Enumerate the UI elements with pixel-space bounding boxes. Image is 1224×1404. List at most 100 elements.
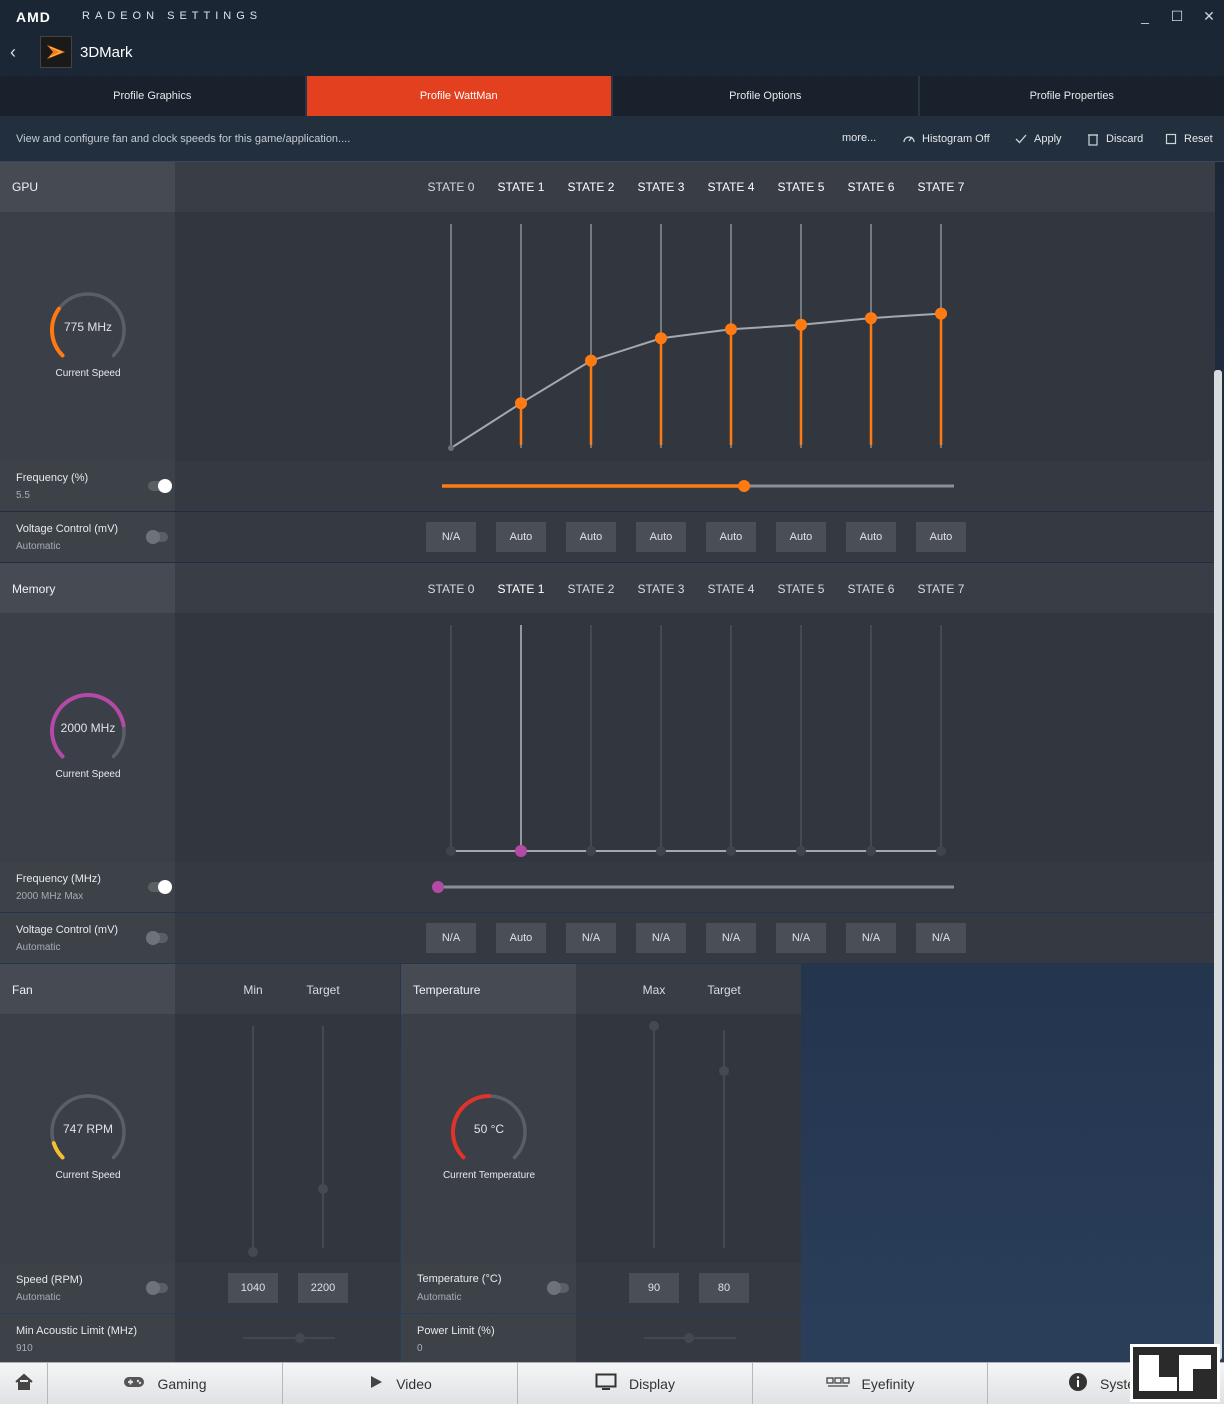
memory-state-0-label: STATE 0: [427, 582, 475, 596]
memory-state-1-label: STATE 1: [497, 582, 545, 596]
memory-voltage-state-3[interactable]: N/A: [636, 923, 686, 953]
nav-home[interactable]: [0, 1363, 48, 1404]
memory-state-7-point: [936, 846, 946, 856]
gpu-state-1-point: [515, 397, 527, 410]
apply-button[interactable]: Apply: [1014, 132, 1062, 146]
memory-voltage-state-2[interactable]: N/A: [566, 923, 616, 953]
fan-sliders-panel: [175, 1014, 400, 1263]
temperature-label: Temperature (°C): [417, 1273, 502, 1285]
memory-frequency-slider[interactable]: [175, 862, 1215, 912]
fan-target-value[interactable]: 2200: [298, 1273, 348, 1303]
fan-target-header: Target: [306, 983, 340, 997]
multi-display-icon: [825, 1375, 850, 1393]
gpu-title: GPU: [12, 180, 39, 194]
memory-state-2-point: [586, 846, 596, 856]
gpu-state-3-point: [655, 332, 667, 345]
watermark-logo: [1130, 1344, 1220, 1402]
fan-speed-toggle[interactable]: [146, 1281, 168, 1295]
amd-logo: AMD: [16, 9, 51, 25]
gpu-frequency-slider[interactable]: [175, 461, 1215, 511]
acoustic-limit-slider[interactable]: [175, 1314, 400, 1362]
gpu-voltage-state-3[interactable]: Auto: [636, 522, 686, 552]
tab-profile-properties[interactable]: Profile Properties: [919, 76, 1224, 116]
memory-curve-chart[interactable]: [175, 613, 1215, 862]
temperature-sub: Automatic: [417, 1292, 462, 1303]
memory-state-3-label: STATE 3: [637, 582, 685, 596]
fan-vertical-sliders[interactable]: [175, 1014, 400, 1263]
gpu-state-7-point: [935, 307, 947, 320]
gpu-voltage-state-2[interactable]: Auto: [566, 522, 616, 552]
temperature-toggle[interactable]: [547, 1281, 569, 1295]
fan-columns-header: Min Target: [175, 964, 400, 1014]
memory-frequency-label: Frequency (MHz): [16, 873, 101, 885]
memory-voltage-label: Voltage Control (mV): [16, 924, 119, 936]
temp-target-value[interactable]: 80: [699, 1273, 749, 1303]
nav-eyefinity[interactable]: Eyefinity: [753, 1363, 988, 1404]
histogram-toggle[interactable]: Histogram Off: [902, 132, 990, 146]
gpu-curve-chart[interactable]: [175, 212, 1215, 461]
reset-button[interactable]: Reset: [1164, 132, 1213, 146]
reset-label: Reset: [1184, 133, 1213, 145]
more-label: more...: [842, 132, 877, 144]
discard-button[interactable]: Discard: [1086, 132, 1143, 146]
gpu-frequency-toggle[interactable]: [148, 479, 172, 493]
memory-frequency-toggle[interactable]: [148, 880, 172, 894]
close-button[interactable]: ✕: [1203, 8, 1215, 24]
temperature-title: Temperature: [413, 983, 481, 997]
fan-min-value[interactable]: 1040: [228, 1273, 278, 1303]
gpu-frequency-label: Frequency (%): [16, 472, 89, 484]
gpu-voltage-state-0[interactable]: N/A: [426, 522, 476, 552]
fan-gauge-track: [50, 1094, 126, 1160]
nav-video[interactable]: Video: [283, 1363, 518, 1404]
maximize-button[interactable]: ☐: [1170, 8, 1184, 24]
tab-profile-options[interactable]: Profile Options: [613, 76, 920, 116]
fan-min-header: Min: [243, 983, 263, 997]
memory-voltage-state-0[interactable]: N/A: [426, 923, 476, 953]
memory-voltage-state-7[interactable]: N/A: [916, 923, 966, 953]
temperature-vertical-sliders[interactable]: [576, 1014, 801, 1263]
back-button[interactable]: ‹: [10, 42, 16, 62]
tab-profile-graphics[interactable]: Profile Graphics: [0, 76, 307, 116]
power-limit-slider[interactable]: [576, 1314, 801, 1362]
memory-state-2-label: STATE 2: [567, 582, 615, 596]
nav-display[interactable]: Display: [518, 1363, 753, 1404]
temp-max-value[interactable]: 90: [629, 1273, 679, 1303]
acoustic-limit-label: Min Acoustic Limit (MHz): [16, 1325, 138, 1337]
memory-state-4-label: STATE 4: [707, 582, 755, 596]
fan-acoustic-row-label: Min Acoustic Limit (MHz) 910: [0, 1314, 175, 1362]
profile-tabs: Profile Graphics Profile WattMan Profile…: [0, 76, 1224, 116]
gpu-voltage-state-7[interactable]: Auto: [916, 522, 966, 552]
gpu-state-5-label: STATE 5: [777, 180, 825, 194]
gpu-voltage-toggle[interactable]: [146, 530, 168, 544]
memory-voltage-state-4[interactable]: N/A: [706, 923, 756, 953]
nav-gaming[interactable]: Gaming: [48, 1363, 283, 1404]
fan-speed-gauge: [50, 1094, 126, 1160]
histogram-label: Histogram Off: [922, 133, 990, 145]
power-limit-row-label: Power Limit (%) 0: [401, 1314, 576, 1362]
minimize-button[interactable]: _: [1141, 8, 1149, 24]
power-limit-handle: [684, 1333, 694, 1343]
memory-voltage-state-1[interactable]: Auto: [496, 923, 546, 953]
gpu-voltage-state-6[interactable]: Auto: [846, 522, 896, 552]
temperature-header: Temperature: [401, 964, 576, 1014]
memory-state-graph[interactable]: [175, 613, 1215, 862]
memory-voltage-state-6[interactable]: N/A: [846, 923, 896, 953]
fan-title: Fan: [12, 983, 33, 997]
gpu-state-1-label: STATE 1: [497, 180, 545, 194]
memory-slider-handle: [432, 881, 444, 893]
memory-voltage-toggle[interactable]: [146, 931, 168, 945]
nav-display-label: Display: [629, 1376, 675, 1392]
tab-profile-wattman[interactable]: Profile WattMan: [306, 76, 613, 116]
scrollbar-thumb[interactable]: [1214, 370, 1222, 1360]
gpu-state-graph[interactable]: [175, 212, 1215, 461]
memory-voltage-state-5[interactable]: N/A: [776, 923, 826, 953]
gpu-voltage-state-1[interactable]: Auto: [496, 522, 546, 552]
toggle-knob: [158, 880, 172, 894]
gpu-voltage-sub: Automatic: [16, 541, 61, 552]
gpu-voltage-state-5[interactable]: Auto: [776, 522, 826, 552]
gpu-voltage-state-4[interactable]: Auto: [706, 522, 756, 552]
trash-icon: [1086, 132, 1100, 146]
memory-state-7-label: STATE 7: [917, 582, 965, 596]
more-link[interactable]: more...: [842, 132, 876, 144]
power-limit-value: 0: [417, 1343, 423, 1354]
